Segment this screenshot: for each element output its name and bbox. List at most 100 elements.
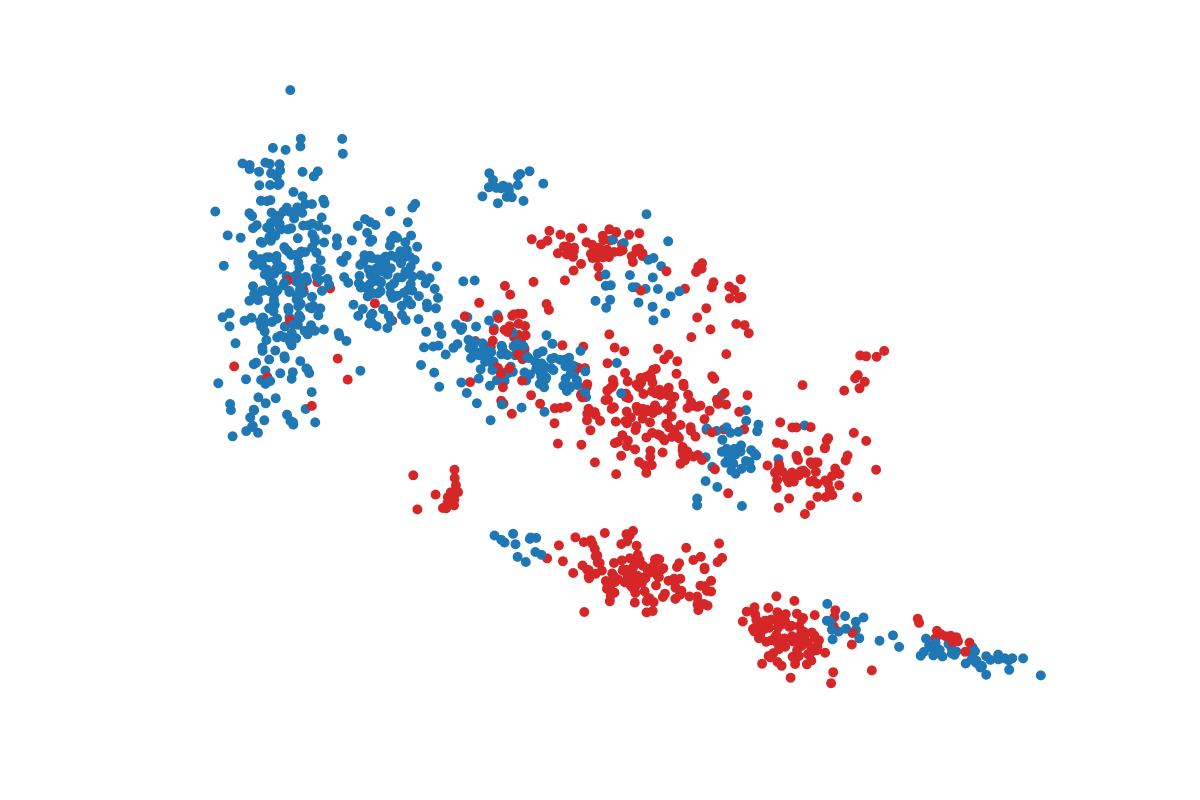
scatter-point-blue xyxy=(692,500,703,511)
scatter-point-red xyxy=(619,346,630,357)
scatter-point-blue xyxy=(225,399,236,409)
scatter-point-blue xyxy=(396,258,406,269)
scatter-point-blue xyxy=(412,241,423,252)
scatter-point-red xyxy=(803,445,814,456)
scatter-point-blue xyxy=(960,658,971,669)
scatter-point-blue xyxy=(726,465,737,476)
scatter-point-blue xyxy=(293,257,304,268)
scatter-point-red xyxy=(648,364,659,375)
scatter-point-red xyxy=(850,373,861,384)
scatter-point-blue xyxy=(1018,653,1029,664)
scatter-point-red xyxy=(229,361,240,372)
scatter-point-blue xyxy=(524,166,535,177)
scatter-point-blue xyxy=(398,287,409,298)
scatter-point-red xyxy=(685,422,696,433)
scatter-point-blue xyxy=(271,251,282,261)
scatter-point-red xyxy=(569,242,580,253)
scatter-point-red xyxy=(737,616,748,627)
scatter-point-red xyxy=(493,313,504,324)
scatter-point-blue xyxy=(692,493,703,504)
scatter-point-red xyxy=(819,443,830,454)
scatter-point-red xyxy=(699,414,710,425)
scatter-point-blue xyxy=(616,388,627,399)
scatter-point-blue xyxy=(210,206,221,217)
scatter-point-blue xyxy=(721,422,732,433)
scatter-point-blue xyxy=(297,166,308,177)
scatter-point-blue xyxy=(648,315,659,326)
scatter-point-blue xyxy=(934,644,945,655)
scatter-point-red xyxy=(784,493,795,504)
scatter-point-blue xyxy=(224,321,235,332)
scatter-point-red xyxy=(604,582,615,593)
scatter-point-red xyxy=(706,427,717,438)
scatter-point-blue xyxy=(605,280,616,291)
scatter-point-blue xyxy=(385,206,396,217)
scatter-point-blue xyxy=(222,230,233,241)
scatter-point-red xyxy=(616,450,627,461)
scatter-point-red xyxy=(622,435,633,446)
scatter-point-blue xyxy=(590,295,601,306)
scatter-point-red xyxy=(866,665,877,676)
scatter-point-red xyxy=(583,565,594,576)
scatter-point-blue xyxy=(485,415,496,426)
scatter-point-red xyxy=(681,542,692,553)
scatter-point-red xyxy=(617,565,628,576)
scatter-point-red xyxy=(706,586,717,597)
scatter-point-blue xyxy=(970,646,980,657)
scatter-point-red xyxy=(342,374,353,385)
scatter-point-red xyxy=(735,274,746,285)
scatter-point-red xyxy=(635,285,646,296)
scatter-point-red xyxy=(659,588,670,599)
scatter-point-red xyxy=(762,460,773,471)
scatter-point-red xyxy=(871,351,882,362)
scatter-point-red xyxy=(555,229,566,240)
scatter-point-blue xyxy=(352,220,363,231)
scatter-point-blue xyxy=(279,277,290,288)
scatter-point-blue xyxy=(316,212,327,223)
scatter-point-blue xyxy=(300,247,311,258)
scatter-point-blue xyxy=(400,266,411,277)
scatter-point-red xyxy=(616,245,626,256)
scatter-point-blue xyxy=(266,168,277,179)
scatter-point-blue xyxy=(382,269,393,280)
scatter-point-red xyxy=(465,377,476,388)
scatter-point-red xyxy=(820,647,831,658)
scatter-point-blue xyxy=(279,332,290,343)
scatter-point-red xyxy=(719,388,730,398)
scatter-point-blue xyxy=(357,304,368,314)
scatter-point-red xyxy=(807,459,818,470)
scatter-point-red xyxy=(306,400,317,411)
scatter-point-red xyxy=(634,457,645,467)
scatter-point-red xyxy=(798,465,809,476)
scatter-point-blue xyxy=(406,299,417,310)
scatter-point-blue xyxy=(295,141,306,152)
scatter-point-blue xyxy=(712,482,723,492)
scatter-point-red xyxy=(947,637,958,648)
scatter-point-blue xyxy=(275,165,286,176)
scatter-point-red xyxy=(797,380,808,391)
scatter-point-red xyxy=(663,390,674,401)
scatter-point-blue xyxy=(487,365,498,375)
scatter-point-red xyxy=(641,467,652,478)
scatter-point-red xyxy=(576,439,587,450)
scatter-point-blue xyxy=(477,338,488,349)
scatter-point-blue xyxy=(660,308,671,319)
scatter-point-red xyxy=(695,551,706,562)
scatter-point-red xyxy=(772,607,783,618)
scatter-point-blue xyxy=(733,426,744,437)
scatter-point-blue xyxy=(265,286,275,297)
scatter-point-blue xyxy=(346,235,357,246)
scatter-point-blue xyxy=(555,354,566,365)
scatter-point-blue xyxy=(858,612,869,623)
scatter-point-blue xyxy=(318,324,329,335)
scatter-point-red xyxy=(799,509,810,519)
scatter-point-red xyxy=(568,568,579,578)
scatter-point-blue xyxy=(981,669,992,680)
scatter-point-red xyxy=(753,633,764,644)
scatter-point-blue xyxy=(402,217,413,228)
scatter-point-blue xyxy=(227,431,238,442)
scatter-point-red xyxy=(662,404,673,415)
scatter-point-blue xyxy=(254,180,265,191)
scatter-point-blue xyxy=(496,534,507,545)
scatter-point-blue xyxy=(888,630,898,641)
